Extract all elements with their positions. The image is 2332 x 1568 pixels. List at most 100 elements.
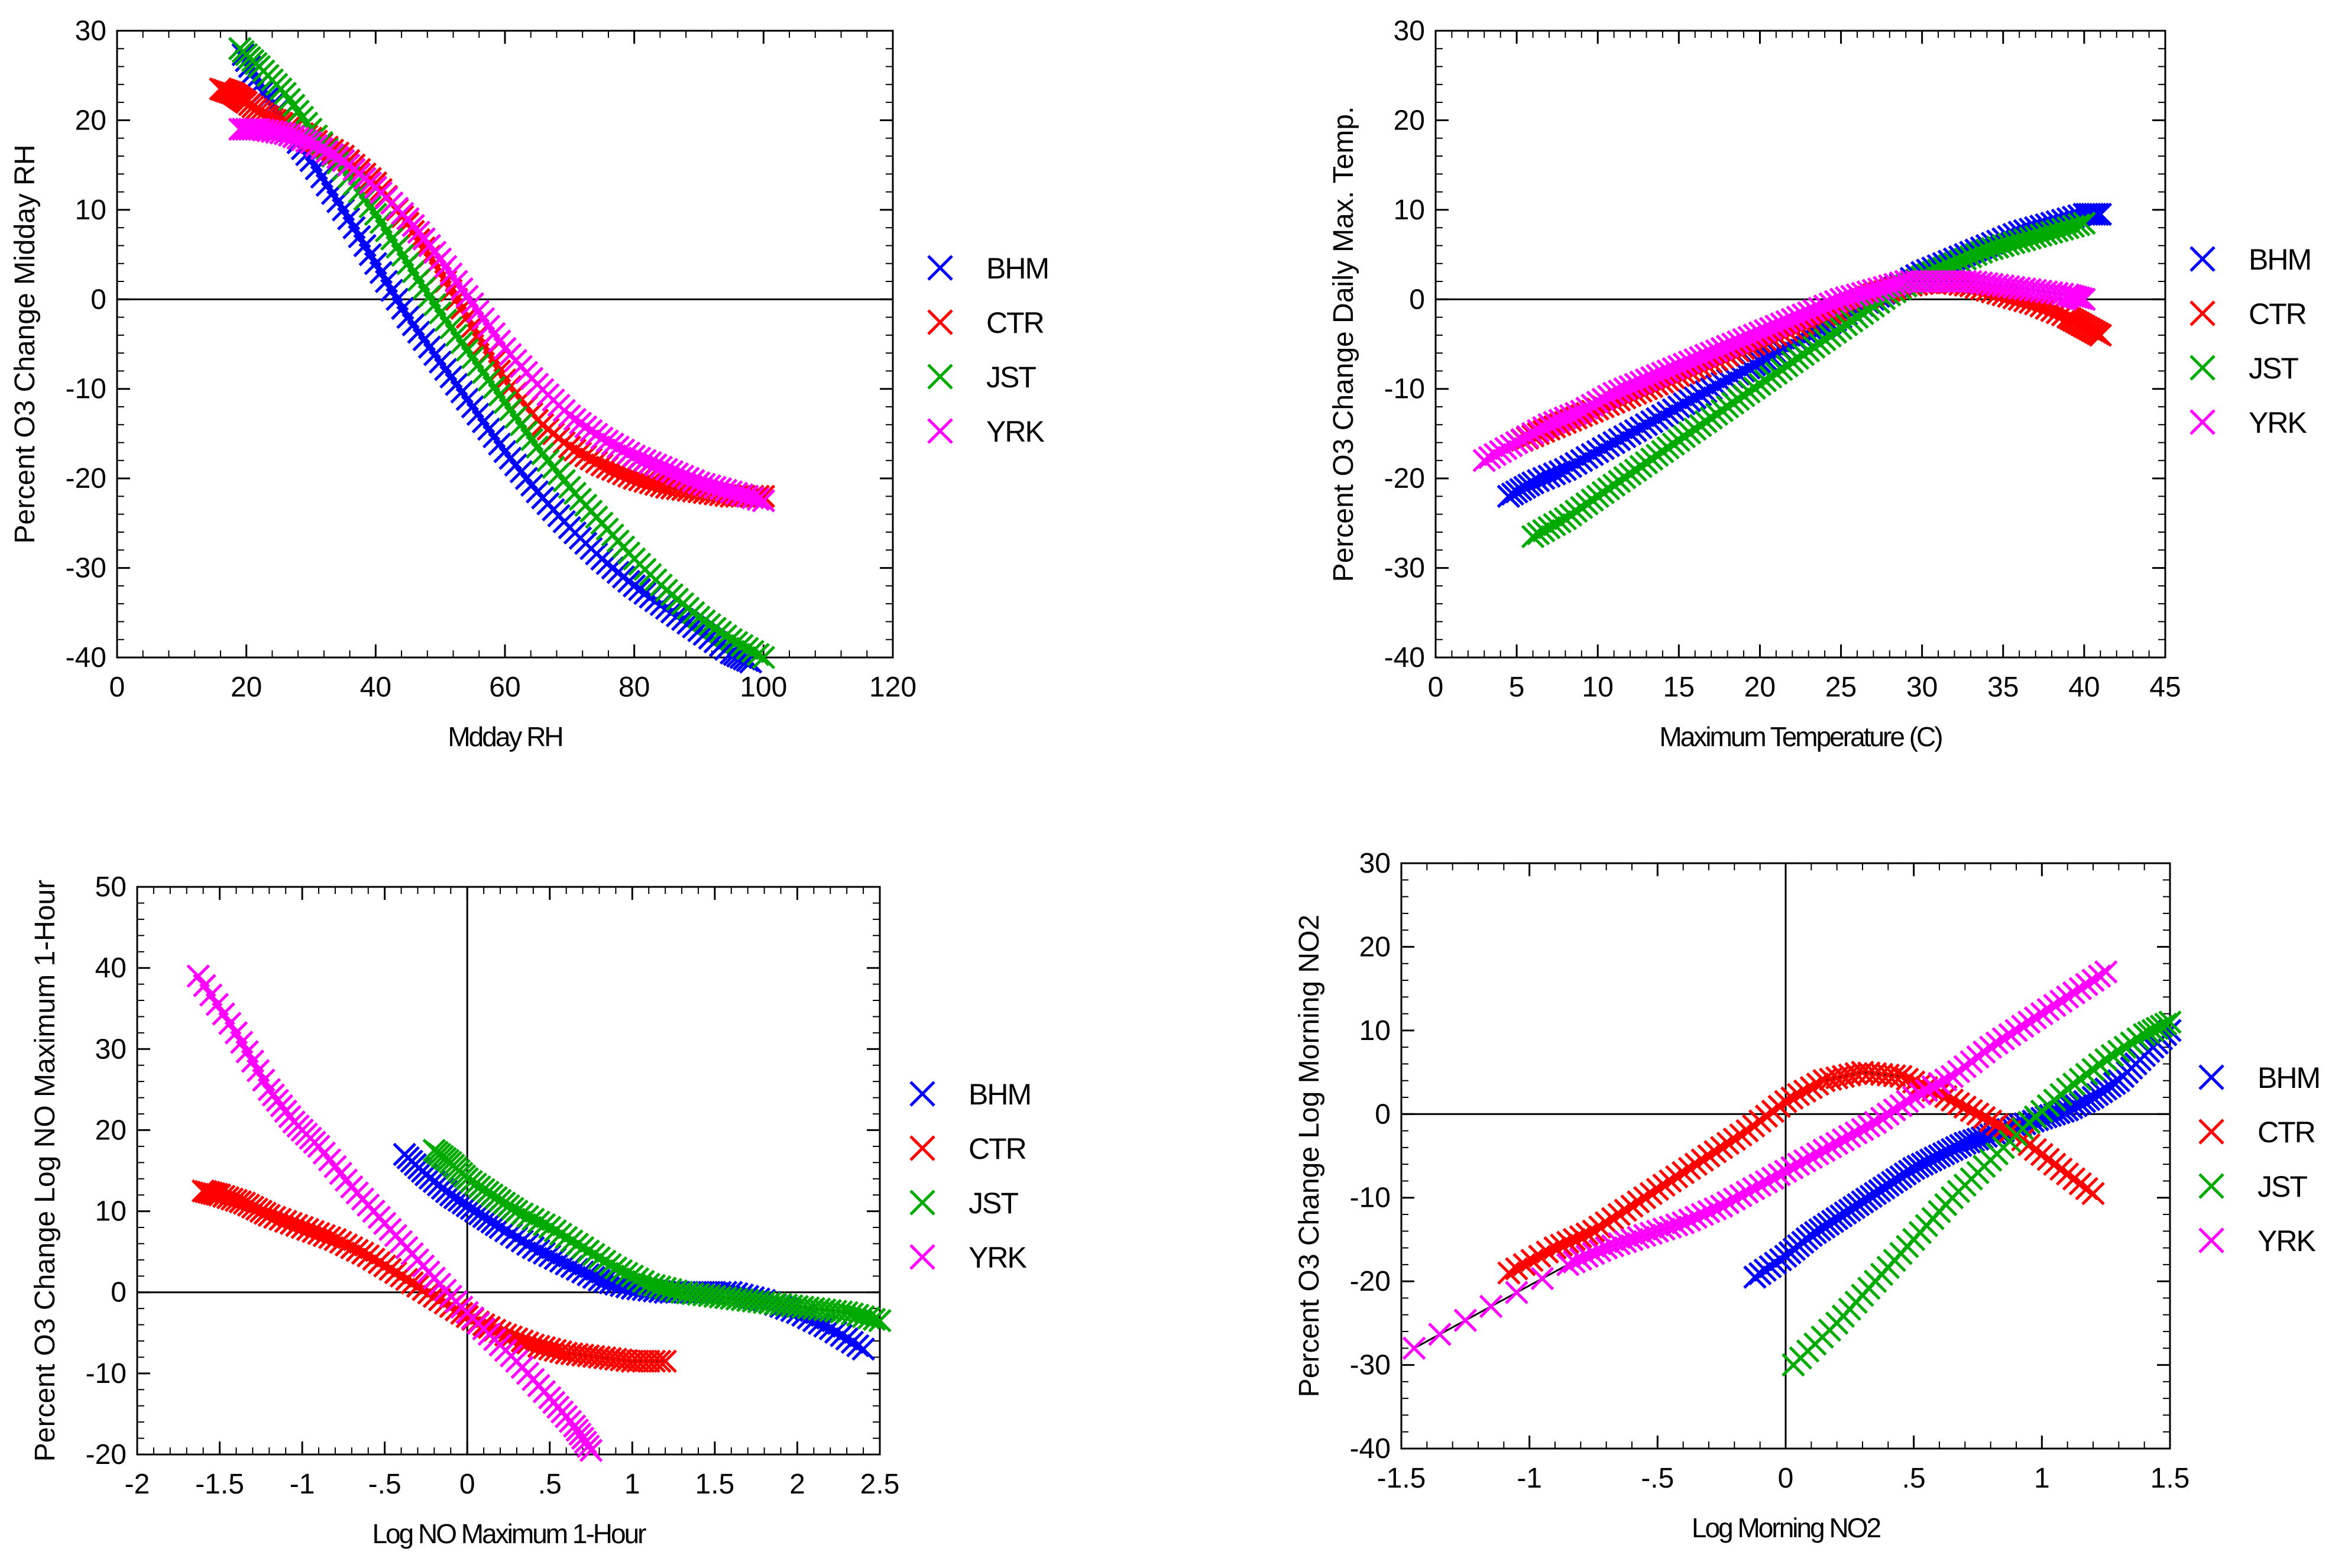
data-point [538, 1216, 562, 1239]
x-axis-label: Mdday RH [448, 721, 562, 752]
series-jst [422, 1138, 892, 1333]
data-point [1602, 430, 1626, 455]
data-point [2088, 323, 2113, 347]
data-point [1753, 347, 1777, 371]
data-point [1548, 510, 1572, 534]
x-tick-label: 40 [360, 672, 391, 703]
x-tick-label: .5 [1902, 1463, 1926, 1494]
data-point [1949, 1133, 1973, 1158]
x-axis-label: Log NO Maximum 1-Hour [372, 1518, 646, 1549]
data-point [1575, 1244, 1599, 1268]
data-point [1959, 1099, 1983, 1123]
data-point [1665, 1165, 1689, 1189]
data-point [1652, 1217, 1676, 1241]
data-point [1819, 1135, 1842, 1159]
y-tick-label: 0 [111, 1277, 127, 1308]
data-point [582, 1242, 605, 1266]
legend-label-bhm: BHM [969, 1078, 1031, 1111]
data-point [1690, 1203, 1714, 1226]
data-point [326, 145, 350, 170]
data-point [351, 1241, 375, 1265]
data-point [1537, 516, 1561, 540]
data-point [1607, 1232, 1631, 1256]
x-tick-label: 15 [1663, 672, 1695, 703]
data-point [609, 1259, 633, 1282]
data-point [2055, 985, 2080, 1009]
data-point [1591, 436, 1615, 461]
data-point [2075, 973, 2098, 996]
data-point [228, 1190, 252, 1214]
data-point [2072, 287, 2096, 312]
data-point [1639, 1181, 1663, 1206]
data-point [576, 1263, 600, 1287]
legend-label-bhm: BHM [2249, 243, 2311, 276]
data-point [1780, 1156, 1804, 1180]
data-point [1667, 395, 1691, 419]
data-point [1526, 521, 1550, 546]
series-yrk [1472, 270, 2096, 472]
legend-marker-bhm [909, 1081, 935, 1107]
data-point [384, 1261, 408, 1285]
data-point [2154, 1012, 2178, 1036]
data-point [2107, 1039, 2131, 1063]
data-point [334, 1233, 358, 1257]
legend-label-jst: JST [986, 361, 1036, 394]
y-tick-label: 40 [95, 953, 127, 984]
y-tick-label: -40 [1350, 1433, 1391, 1465]
data-point [1505, 1281, 1528, 1304]
data-point [648, 1349, 672, 1373]
data-point [1677, 389, 1702, 413]
data-point [1973, 1106, 1996, 1129]
data-point [626, 1267, 650, 1291]
data-point [356, 1244, 380, 1268]
data-point [1646, 407, 1669, 430]
data-point [516, 1204, 540, 1229]
data-point [1569, 1224, 1593, 1249]
data-point [273, 122, 297, 145]
data-point [1594, 1211, 1618, 1235]
data-point [719, 627, 743, 652]
x-tick-label: 60 [489, 672, 520, 703]
data-point [2068, 977, 2093, 1000]
data-point [510, 1202, 535, 1226]
data-point [1883, 1098, 1906, 1122]
y-tick-label: 50 [95, 872, 127, 903]
data-point [1586, 390, 1609, 414]
data-point [1709, 1136, 1734, 1159]
data-point [1908, 1082, 1932, 1106]
data-point [2081, 1181, 2105, 1206]
data-point [1857, 1114, 1881, 1138]
series-jst [1521, 211, 2096, 549]
data-point [1780, 1086, 1804, 1110]
data-point [1953, 1095, 1977, 1119]
panel-top-right: 0 5 10 15 20 25 30 35 40 45 -40 -30 -20 -10 0 10 20 30 Max… [1328, 15, 2312, 752]
data-point [1652, 1173, 1676, 1197]
y-tick-label: 10 [75, 195, 106, 226]
data-point [1613, 425, 1637, 449]
data-point [1528, 1244, 1552, 1268]
plot-frame [1434, 30, 2166, 659]
data-point [620, 1349, 644, 1373]
x-tick-label: 35 [1987, 672, 2019, 703]
data-point [216, 1185, 240, 1210]
y-tick-label: 30 [1394, 15, 1425, 47]
data-point [653, 1349, 677, 1373]
data-point [1575, 1222, 1599, 1246]
data-point [1536, 1240, 1559, 1264]
data-point [1876, 1102, 1900, 1126]
data-point [730, 634, 754, 657]
data-point [560, 1229, 584, 1253]
data-point [752, 489, 776, 513]
legend-marker-jst [2198, 1173, 2224, 1199]
data-point [1570, 449, 1593, 472]
y-tick-label: 30 [95, 1034, 127, 1065]
data-point [1639, 1222, 1663, 1245]
x-tick-label: 0 [109, 672, 125, 703]
data-point [1594, 1236, 1618, 1260]
data-point [1806, 1072, 1829, 1096]
x-tick-label: 0 [459, 1469, 475, 1500]
data-point [1684, 1152, 1708, 1176]
data-point [1722, 1187, 1747, 1211]
data-point [1883, 1064, 1906, 1088]
x-tick-label: -1.5 [1377, 1463, 1426, 1494]
